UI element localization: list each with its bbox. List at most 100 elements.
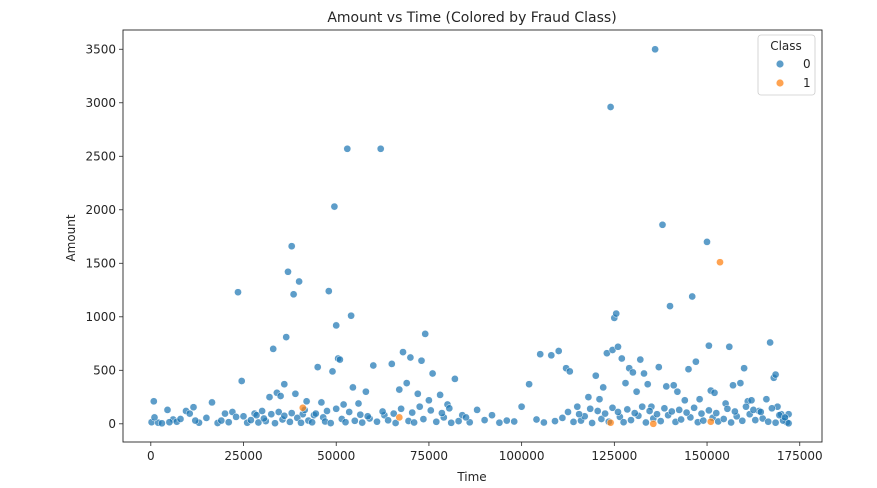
data-point-class-0 <box>636 355 645 364</box>
data-point-class-0 <box>729 381 737 390</box>
data-point-class-0 <box>373 417 381 426</box>
data-point-class-0 <box>274 408 283 416</box>
data-point-class-0 <box>656 417 665 425</box>
data-point-class-0 <box>419 415 428 423</box>
data-point-class-0 <box>282 333 291 341</box>
x-tick-label: 25000 <box>224 449 262 463</box>
data-point-class-0 <box>328 367 337 376</box>
data-point-class-0 <box>627 416 635 424</box>
data-point-class-0 <box>623 405 632 414</box>
data-point-class-0 <box>462 413 470 422</box>
data-point-class-0 <box>451 375 459 383</box>
data-point-class-0 <box>313 363 322 371</box>
data-point-class-0 <box>330 202 339 211</box>
data-point-class-0 <box>295 277 303 286</box>
data-point-class-0 <box>731 407 739 416</box>
data-point-class-0 <box>768 404 776 413</box>
data-point-class-0 <box>666 302 674 310</box>
data-point-class-0 <box>408 408 417 417</box>
data-point-class-0 <box>473 406 481 414</box>
data-point-class-0 <box>599 383 608 392</box>
data-point-class-0 <box>358 418 367 427</box>
data-point-class-0 <box>480 416 489 424</box>
data-point-class-0 <box>597 415 606 423</box>
data-point-class-0 <box>389 409 398 418</box>
data-point-class-0 <box>677 415 685 424</box>
legend-marker-class-1 <box>776 79 784 87</box>
data-point-class-0 <box>287 242 296 251</box>
data-point-class-0 <box>323 407 331 415</box>
data-point-class-0 <box>547 351 556 360</box>
data-point-class-0 <box>276 392 285 400</box>
data-point-class-0 <box>710 388 719 397</box>
data-point-class-0 <box>221 409 229 418</box>
data-point-class-0 <box>176 415 185 423</box>
data-point-class-0 <box>284 267 292 276</box>
data-point-class-0 <box>551 417 559 425</box>
data-point-class-0 <box>384 416 392 425</box>
data-point-class-0 <box>747 396 756 405</box>
data-point-class-0 <box>286 418 294 426</box>
data-point-class-0 <box>438 409 446 417</box>
data-point-class-0 <box>629 368 637 377</box>
data-point-class-0 <box>697 409 706 418</box>
x-tick-label: 175000 <box>777 449 823 463</box>
data-point-class-0 <box>569 418 578 426</box>
data-point-class-0 <box>488 411 496 420</box>
data-point-class-0 <box>362 387 370 396</box>
data-point-class-0 <box>232 413 240 421</box>
data-point-class-0 <box>586 404 595 413</box>
data-point-class-0 <box>591 371 600 380</box>
data-point-class-0 <box>271 419 279 428</box>
y-tick-label: 2000 <box>85 203 116 217</box>
data-point-class-0 <box>308 418 316 427</box>
data-point-class-0 <box>302 397 311 406</box>
data-point-class-0 <box>369 361 378 370</box>
data-point-class-0 <box>289 290 298 299</box>
x-tick-label: 50000 <box>317 449 355 463</box>
data-point-class-0 <box>575 410 583 419</box>
data-point-class-0 <box>269 345 278 353</box>
data-point-class-0 <box>662 382 671 391</box>
data-point-class-0 <box>660 404 669 413</box>
data-point-class-0 <box>719 415 728 423</box>
data-point-class-0 <box>158 419 166 428</box>
data-point-class-0 <box>554 347 563 355</box>
data-point-class-0 <box>224 418 233 427</box>
data-point-class-0 <box>771 370 780 379</box>
data-point-class-0 <box>336 355 344 364</box>
data-point-class-0 <box>564 408 572 416</box>
data-point-class-0 <box>415 402 424 411</box>
data-point-class-0 <box>684 365 693 374</box>
data-point-class-0 <box>297 418 305 427</box>
data-point-class-0 <box>630 409 639 417</box>
data-point-class-0 <box>784 419 793 428</box>
y-tick-label: 1000 <box>85 310 116 324</box>
data-point-class-0 <box>751 416 760 424</box>
data-point-class-0 <box>349 383 357 392</box>
legend-label-class-0: 0 <box>803 57 811 71</box>
data-point-class-0 <box>612 309 621 318</box>
data-point-class-0 <box>584 393 593 401</box>
data-point-class-0 <box>332 404 341 413</box>
data-point-class-0 <box>260 414 268 423</box>
data-point-class-0 <box>688 292 697 301</box>
plot-area-frame <box>122 29 823 443</box>
data-point-class-0 <box>376 144 385 153</box>
data-point-class-0 <box>764 417 773 426</box>
y-tick-label: 2500 <box>85 149 116 163</box>
data-point-class-0 <box>725 342 734 351</box>
data-point-class-0 <box>447 418 456 427</box>
data-point-class-0 <box>690 403 698 412</box>
data-point-class-0 <box>354 399 363 408</box>
data-point-class-0 <box>756 408 765 416</box>
data-point-class-0 <box>617 354 626 363</box>
data-point-class-0 <box>588 419 596 427</box>
legend-box <box>757 34 816 96</box>
y-tick-label: 0 <box>108 417 116 431</box>
data-point-class-0 <box>363 412 372 421</box>
data-point-class-0 <box>254 418 263 427</box>
data-point-class-0 <box>425 396 433 405</box>
data-point-class-0 <box>332 321 341 330</box>
data-point-class-0 <box>736 379 745 387</box>
